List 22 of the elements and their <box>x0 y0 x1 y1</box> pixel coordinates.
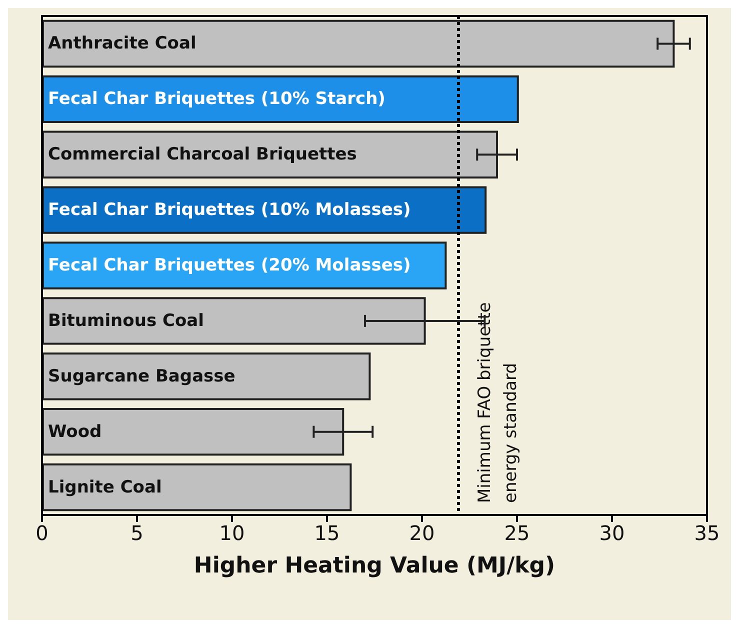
x-tick-label: 25 <box>504 521 530 545</box>
y-tick-label: Fecal Char Briquettes (20% Molasses) <box>48 256 411 276</box>
y-tick-label: Anthracite Coal <box>48 34 196 54</box>
x-tick-label: 5 <box>130 521 144 545</box>
y-tick-label: Commercial Charcoal Briquettes <box>48 144 357 165</box>
x-tick-label: 35 <box>694 521 720 545</box>
x-tick-label: 30 <box>599 521 625 545</box>
x-tick-label: 20 <box>409 521 435 545</box>
ref-line-label: Minimum FAO briquette energy standard <box>475 302 522 503</box>
y-tick-label: Fecal Char Briquettes (10% Molasses) <box>48 200 411 220</box>
x-tick-label: 15 <box>314 521 340 545</box>
x-tick-label: 10 <box>219 521 245 545</box>
x-axis-title: Higher Heating Value (MJ/kg) <box>194 554 556 578</box>
bar <box>42 75 519 124</box>
bar <box>42 352 371 400</box>
y-tick-label: Wood <box>48 422 102 442</box>
bar <box>42 463 352 512</box>
y-tick-label: Bituminous Coal <box>48 310 204 331</box>
x-tick-label: 0 <box>36 521 48 545</box>
y-tick-label: Sugarcane Bagasse <box>48 366 236 386</box>
y-tick-label: Lignite Coal <box>48 477 162 498</box>
y-tick-label: Fecal Char Briquettes (10% Starch) <box>48 89 386 110</box>
